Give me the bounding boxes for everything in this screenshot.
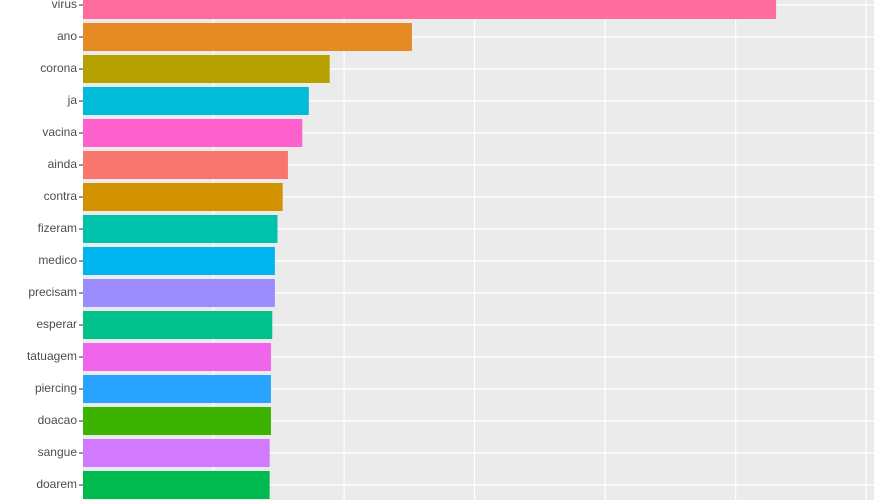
y-tick-label: corona: [40, 61, 77, 75]
y-tick-label: esperar: [36, 317, 77, 331]
y-tick-label: contra: [44, 189, 78, 203]
y-tick-label: precisam: [28, 285, 77, 299]
y-tick-label: piercing: [35, 381, 77, 395]
bar: [83, 471, 270, 499]
bar: [83, 0, 777, 19]
bar: [83, 151, 288, 179]
y-tick-label: doarem: [36, 477, 77, 491]
bar: [83, 279, 275, 307]
y-tick-label: sangue: [38, 445, 78, 459]
bar: [83, 247, 275, 275]
bar: [83, 343, 271, 371]
y-tick-label: vacina: [42, 125, 77, 139]
bar: [83, 439, 270, 467]
bar: [83, 55, 330, 83]
y-tick-label: ano: [57, 29, 77, 43]
bar: [83, 375, 271, 403]
bar: [83, 87, 309, 115]
y-tick-label: virus: [52, 0, 77, 11]
bar: [83, 183, 283, 211]
bar: [83, 23, 412, 51]
y-tick-label: doacao: [38, 413, 78, 427]
y-tick-label: medico: [38, 253, 77, 267]
y-tick-label: ja: [67, 93, 78, 107]
bar: [83, 215, 278, 243]
y-tick-label: fizeram: [38, 221, 77, 235]
bar: [83, 311, 273, 339]
y-tick-label: ainda: [48, 157, 78, 171]
bar: [83, 407, 271, 435]
bar: [83, 119, 303, 147]
y-tick-label: tatuagem: [27, 349, 77, 363]
